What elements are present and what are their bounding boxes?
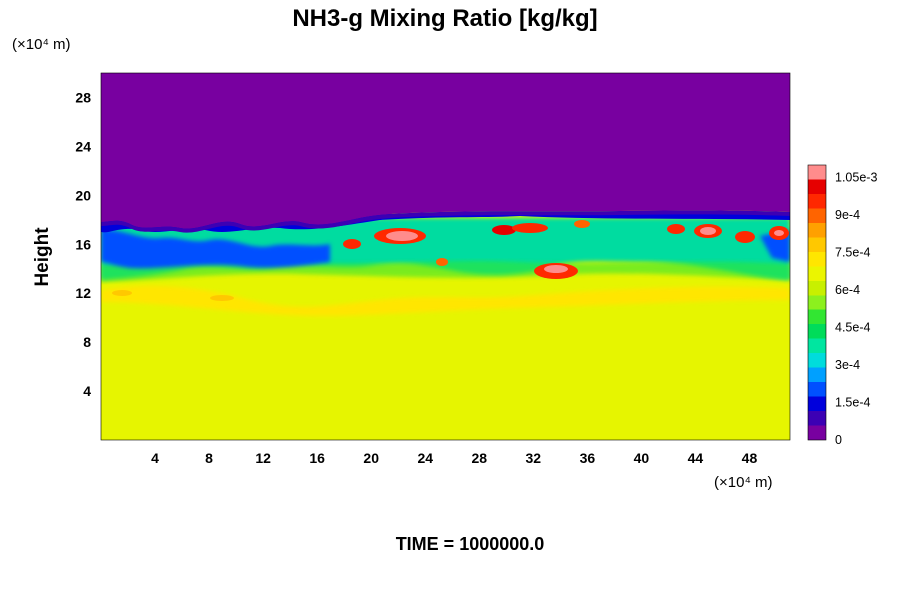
hotspot: [343, 239, 361, 249]
y-axis-label: Height: [32, 227, 53, 287]
chart-title: NH3-g Mixing Ratio [kg/kg]: [292, 5, 597, 32]
hotspots: [112, 220, 789, 301]
y-axis-ticks: 4 8 12 16 20 24 28: [75, 89, 91, 399]
y-unit-label: (×10⁴ m): [12, 36, 71, 53]
x-tick-label: 16: [309, 450, 325, 466]
y-tick-label: 24: [75, 138, 91, 154]
x-tick-label: 4: [151, 450, 159, 466]
hotspot-core: [700, 227, 716, 235]
colorbar-tick-label: 6e-4: [835, 283, 860, 297]
x-tick-label: 32: [526, 450, 542, 466]
hotspot: [574, 220, 590, 228]
plot-area: [101, 73, 790, 440]
plot-frame: [100, 72, 791, 441]
colorbar-tick-label: 1.05e-3: [835, 171, 877, 185]
hotspot-core: [774, 230, 784, 236]
hotspot: [492, 225, 516, 235]
colorbar-tick-label: 4.5e-4: [835, 321, 870, 335]
y-tick-label: 28: [75, 89, 91, 105]
y-tick-label: 8: [83, 334, 91, 350]
blue-band: [101, 229, 330, 269]
colorbar-tick-label: 7.5e-4: [835, 246, 870, 260]
indigo-edge: [101, 210, 790, 233]
time-label: TIME = 1000000.0: [396, 534, 545, 554]
x-tick-label: 44: [688, 450, 704, 466]
upper-layer: [101, 73, 790, 229]
warm-band: [101, 285, 790, 317]
hotspot: [512, 223, 548, 233]
x-tick-label: 8: [205, 450, 213, 466]
x-tick-label: 36: [580, 450, 596, 466]
hotspot-core: [386, 231, 418, 241]
x-axis-ticks: 4 8 12 16 20 24 28 32 36 40 44 48: [151, 450, 757, 466]
hotspot: [210, 295, 234, 301]
x-tick-label: 20: [363, 450, 379, 466]
x-unit-label: (×10⁴ m): [714, 474, 773, 491]
y-tick-label: 20: [75, 187, 91, 203]
colorbar: [807, 164, 827, 441]
colorbar-ticks: 0 1.5e-4 3e-4 4.5e-4 6e-4 7.5e-4 9e-4 1.05e-3: [835, 171, 877, 448]
y-tick-label: 4: [83, 383, 91, 399]
colorbar-tick-label: 9e-4: [835, 208, 860, 222]
colorbar-tick-label: 3e-4: [835, 358, 860, 372]
hotspot: [735, 231, 755, 243]
x-tick-label: 40: [634, 450, 650, 466]
x-tick-label: 48: [742, 450, 758, 466]
x-tick-label: 12: [255, 450, 271, 466]
x-tick-label: 28: [471, 450, 487, 466]
hotspot-core: [544, 265, 568, 273]
y-tick-label: 12: [75, 285, 91, 301]
hotspot: [112, 290, 132, 296]
hotspot: [436, 258, 448, 266]
x-tick-label: 24: [417, 450, 433, 466]
hotspot: [667, 224, 685, 234]
y-tick-label: 16: [75, 236, 91, 252]
colorbar-tick-label: 1.5e-4: [835, 396, 870, 410]
colorbar-tick-label: 0: [835, 433, 842, 447]
